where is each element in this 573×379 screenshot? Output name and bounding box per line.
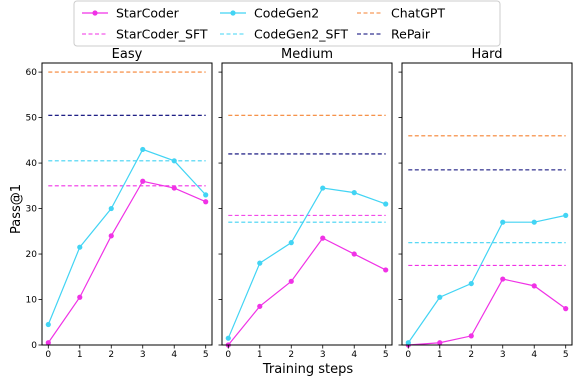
x-tick-label-medium-4: 4 <box>351 350 357 360</box>
point-codegen2-easy-2 <box>108 205 114 212</box>
point-starcoder-hard-2 <box>468 333 474 339</box>
legend-label-codegen2-sft: CodeGen2_SFT <box>254 27 348 42</box>
panel-frame-easy <box>41 62 213 346</box>
x-tick-label-easy-4: 4 <box>171 350 177 360</box>
y-tick-label-20: 20 <box>26 250 38 260</box>
series-line-starcoder-medium <box>227 237 386 346</box>
point-codegen2-medium-4 <box>351 190 357 196</box>
x-tick-label-medium-0: 0 <box>225 350 231 360</box>
point-starcoder-medium-1 <box>257 303 263 309</box>
x-tick-label-easy-0: 0 <box>45 350 51 360</box>
point-codegen2-medium-3 <box>320 185 326 191</box>
point-starcoder-easy-2 <box>108 233 114 239</box>
x-tick-label-hard-0: 0 <box>405 350 411 360</box>
point-starcoder-easy-4 <box>171 185 177 191</box>
point-codegen2-easy-0 <box>45 321 51 328</box>
panel-title-easy: Easy <box>112 47 143 62</box>
legend-label-starcoder: StarCoder <box>116 6 180 21</box>
legend: StarCoder CodeGen2 ChatGPT StarCoder_SFT Cod… <box>73 0 501 47</box>
x-tick-label-hard-3: 3 <box>500 350 506 360</box>
legend-label-starcoder-sft: StarCoder_SFT <box>116 27 208 42</box>
legend-item-repair: RePair <box>357 27 431 42</box>
point-codegen2-easy-4 <box>171 158 177 164</box>
x-tick-label-medium-5: 5 <box>383 350 389 360</box>
x-tick-label-hard-2: 2 <box>468 350 474 360</box>
point-starcoder-easy-0 <box>45 340 51 346</box>
y-tick-label-40: 40 <box>26 159 38 169</box>
point-starcoder-hard-5 <box>563 306 569 312</box>
point-starcoder-easy-5 <box>203 199 209 205</box>
legend-item-codegen2-sft: CodeGen2_SFT <box>220 27 348 42</box>
x-tick-label-medium-2: 2 <box>288 350 294 360</box>
x-tick-label-hard-5: 5 <box>563 350 569 360</box>
point-codegen2-medium-2 <box>288 240 294 246</box>
y-tick-label-30: 30 <box>26 205 38 215</box>
x-tick-label-hard-4: 4 <box>531 350 537 360</box>
point-codegen2-hard-4 <box>531 219 537 225</box>
point-codegen2-easy-3 <box>140 146 146 153</box>
point-codegen2-hard-2 <box>468 280 474 287</box>
legend-item-starcoder: StarCoder <box>82 6 180 21</box>
x-tick-label-easy-3: 3 <box>140 350 146 360</box>
panel-hard: Hard 0 1 2 3 4 5 <box>398 47 573 360</box>
point-starcoder-medium-2 <box>288 278 294 284</box>
x-tick-label-hard-1: 1 <box>437 350 443 360</box>
x-tick-label-easy-5: 5 <box>203 350 209 360</box>
series-line-codegen2-medium <box>227 187 386 339</box>
point-codegen2-hard-5 <box>563 212 569 218</box>
series-line-starcoder-easy <box>47 180 206 344</box>
point-codegen2-medium-1 <box>257 260 263 266</box>
panel-frame-hard <box>401 62 573 346</box>
x-tick-label-easy-1: 1 <box>77 350 83 360</box>
panel-title-hard: Hard <box>471 47 502 62</box>
point-starcoder-easy-1 <box>77 294 83 300</box>
legend-label-codegen2: CodeGen2 <box>254 6 319 21</box>
legend-marker-starcoder <box>92 10 98 16</box>
y-tick-label-60: 60 <box>26 68 38 78</box>
y-tick-label-0: 0 <box>31 341 37 351</box>
point-starcoder-medium-5 <box>383 267 389 273</box>
point-codegen2-hard-3 <box>500 219 506 225</box>
point-starcoder-easy-3 <box>140 178 146 184</box>
x-tick-label-easy-2: 2 <box>108 350 114 360</box>
point-codegen2-hard-0 <box>405 340 411 346</box>
x-axis-label: Training steps <box>262 362 354 377</box>
x-tick-label-medium-1: 1 <box>257 350 263 360</box>
point-codegen2-medium-5 <box>383 201 389 207</box>
y-axis-label: Pass@1 <box>9 184 24 234</box>
legend-label-repair: RePair <box>391 27 431 42</box>
y-tick-label-50: 50 <box>26 114 38 124</box>
series-line-codegen2-hard <box>407 214 566 344</box>
point-codegen2-medium-0 <box>225 335 231 341</box>
legend-marker-codegen2 <box>230 10 236 16</box>
legend-label-chatgpt: ChatGPT <box>391 6 445 21</box>
series-line-codegen2-easy <box>47 148 207 325</box>
point-starcoder-hard-1 <box>437 340 443 346</box>
point-codegen2-easy-5 <box>203 192 209 198</box>
series-line-starcoder-hard <box>408 278 567 346</box>
legend-item-starcoder-sft: StarCoder_SFT <box>82 27 208 42</box>
point-starcoder-medium-3 <box>320 235 326 241</box>
y-tick-label-10: 10 <box>26 296 38 306</box>
panel-frame-medium <box>221 62 393 346</box>
point-starcoder-hard-3 <box>500 276 506 282</box>
legend-item-chatgpt: ChatGPT <box>357 6 445 21</box>
x-tick-label-medium-3: 3 <box>320 350 326 360</box>
legend-frame <box>73 0 501 47</box>
point-codegen2-easy-1 <box>77 244 83 250</box>
point-starcoder-medium-4 <box>351 251 357 257</box>
legend-item-codegen2: CodeGen2 <box>220 6 319 21</box>
point-starcoder-hard-4 <box>531 283 537 289</box>
panel-medium: Medium 0 1 2 3 4 5 <box>218 47 393 360</box>
panel-title-medium: Medium <box>281 47 333 62</box>
point-codegen2-hard-1 <box>437 294 443 300</box>
